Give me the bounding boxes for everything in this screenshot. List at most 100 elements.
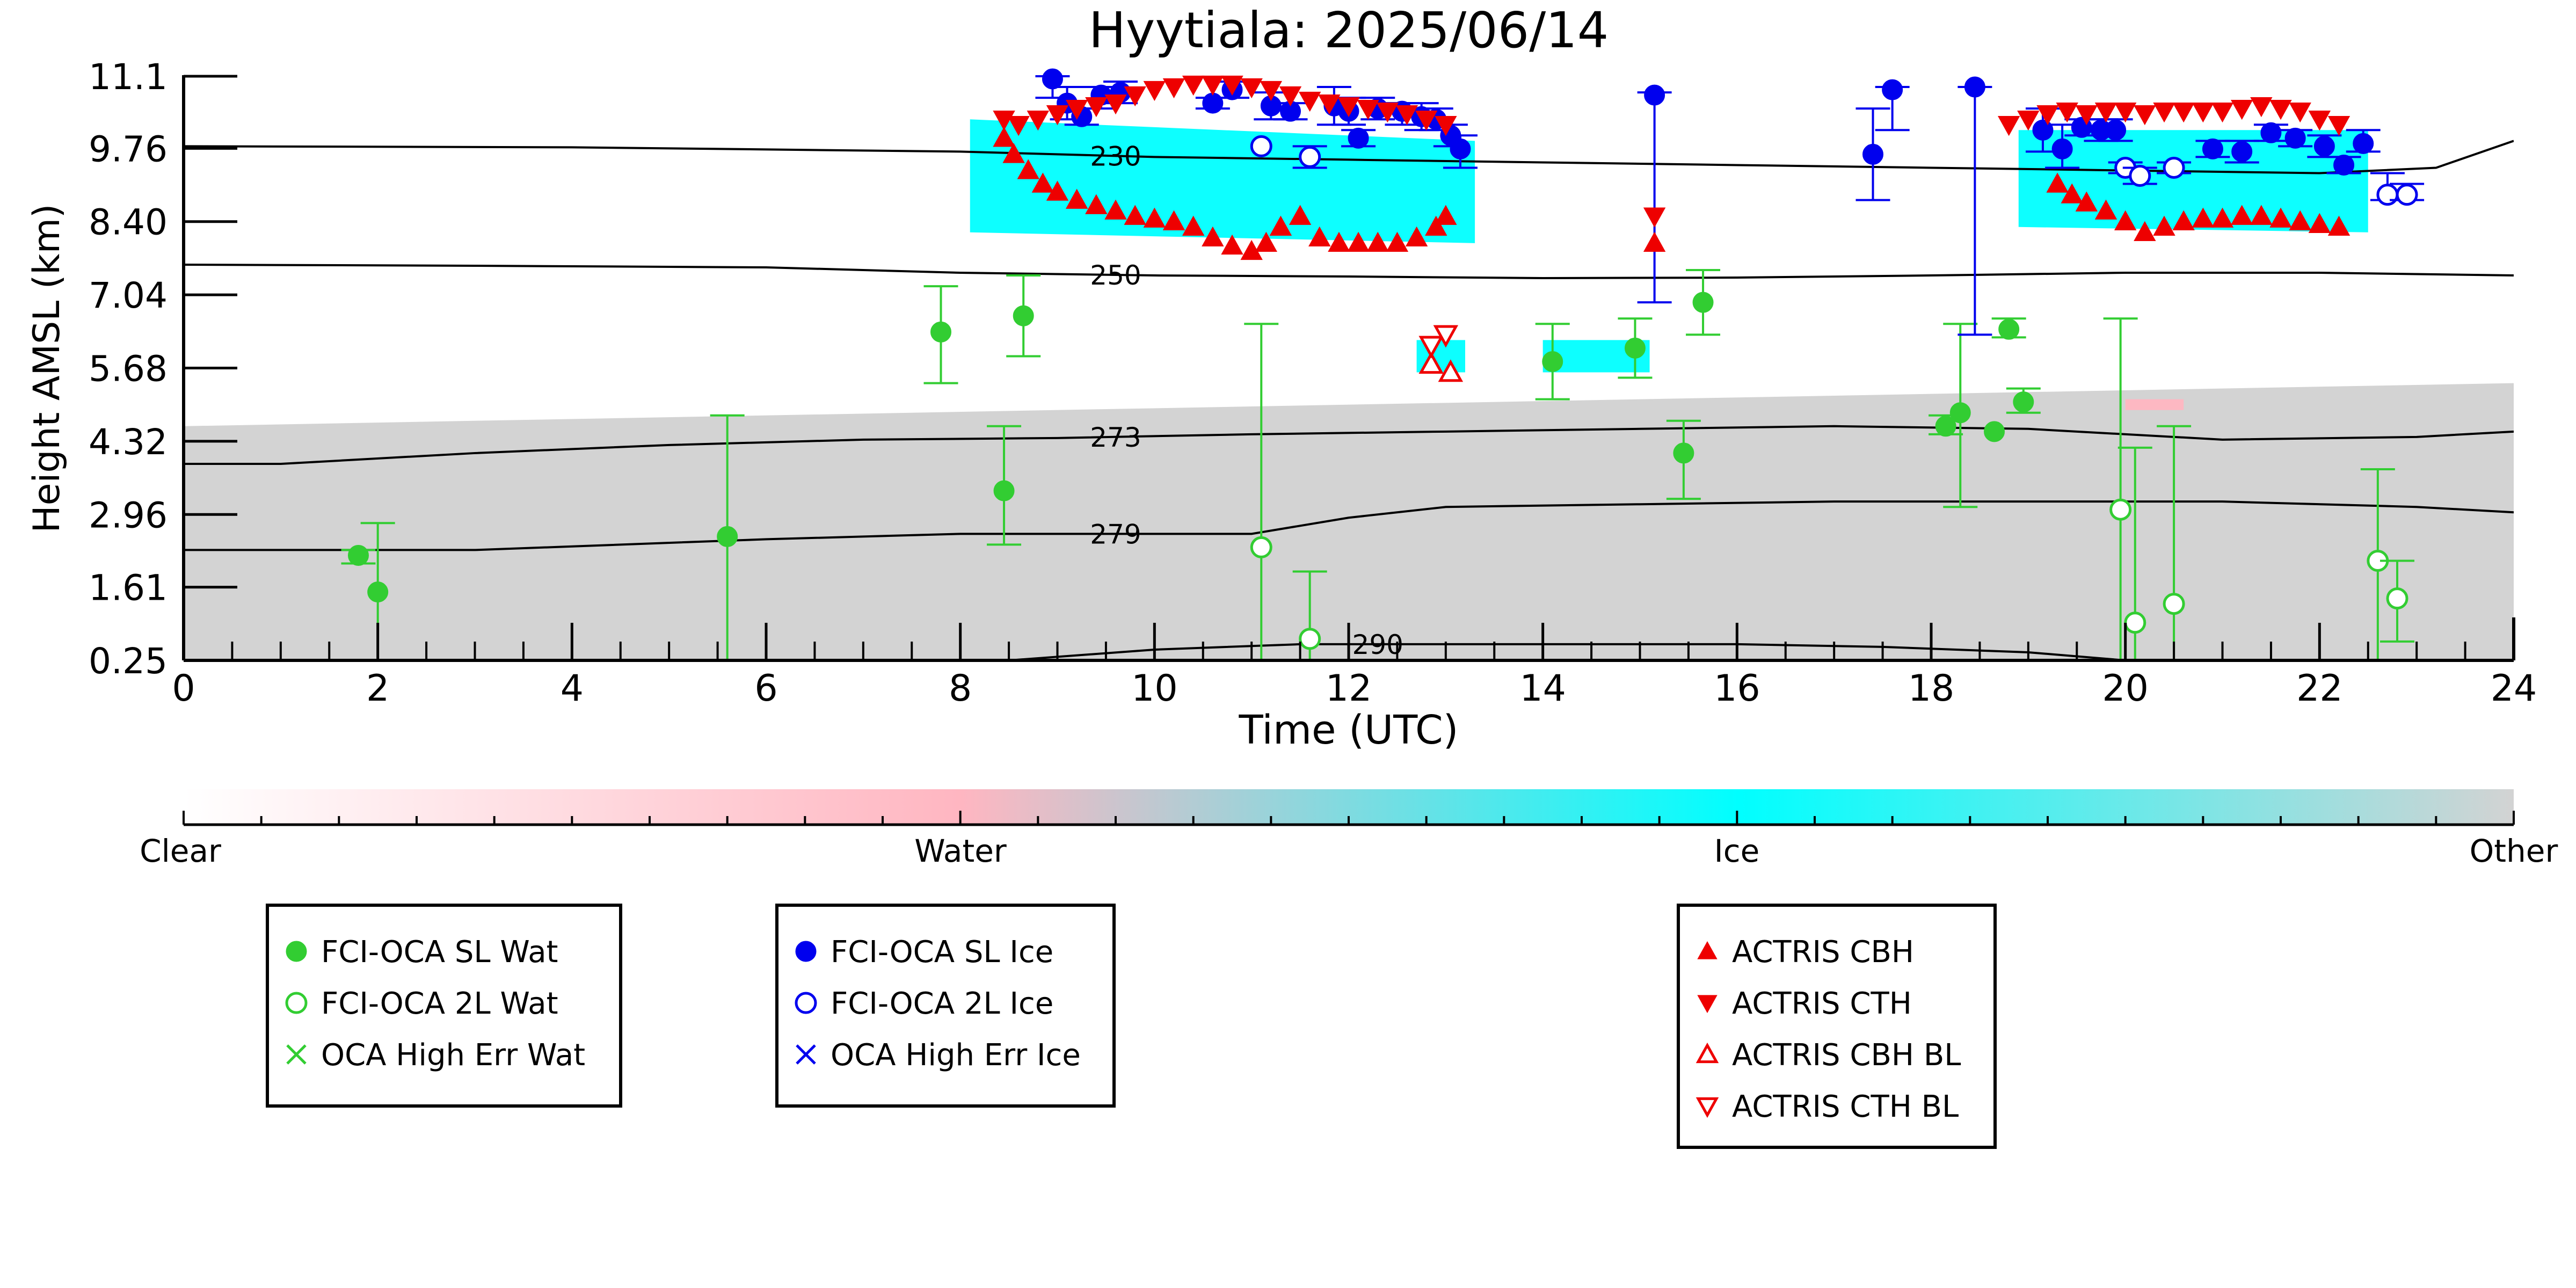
point-actris-cth-8 bbox=[1143, 81, 1166, 101]
point-actris-cth-15 bbox=[1279, 86, 1302, 107]
point-fci-oca-sl-wat-0 bbox=[348, 544, 369, 566]
point-actris-cth-17 bbox=[1318, 94, 1341, 115]
axes-ticks: 0 2 4 6 8 10 12 14 16 18 20 22 240.251.612.964.325.6… bbox=[89, 56, 2537, 710]
point-fci-oca-sl-wat-8 bbox=[1673, 442, 1694, 464]
legend-marker-fci-oca-2l-ice bbox=[795, 992, 817, 1014]
colorbar-ticks bbox=[183, 811, 2515, 825]
point-actris-cbh-38 bbox=[2250, 205, 2273, 225]
y-tick-label-5: 7.04 bbox=[89, 275, 168, 316]
point-actris-cbh-31 bbox=[2114, 210, 2137, 230]
point-fci-oca-sl-wat-10 bbox=[1935, 416, 1956, 437]
colorbar-label-ice: Ice bbox=[1714, 833, 1760, 869]
point-fci-oca-sl-ice-22 bbox=[2032, 119, 2054, 141]
point-actris-cbh-3 bbox=[1031, 172, 1054, 193]
legends: FCI-OCA SL Wat FCI-OCA 2L Wat OCA High Err… bbox=[266, 904, 1997, 1149]
contour-line-250 bbox=[184, 263, 2514, 280]
point-actris-cth-12 bbox=[1221, 75, 1243, 96]
point-fci-oca-sl-ice-19 bbox=[1862, 143, 1883, 165]
y-tick-label-1: 1.61 bbox=[89, 567, 168, 609]
point-fci-oca-2l-wat-2 bbox=[2109, 498, 2132, 521]
region-ice-4 bbox=[1542, 340, 1650, 373]
y-tick-label-3: 4.32 bbox=[89, 421, 168, 463]
point-actris-cbh-26 bbox=[1643, 231, 1666, 252]
series-fci-oca-sl-wat bbox=[341, 268, 2041, 661]
point-fci-oca-sl-ice-18 bbox=[1644, 84, 1665, 106]
legend-box-left: FCI-OCA SL Wat FCI-OCA 2L Wat OCA High Err… bbox=[266, 904, 622, 1108]
point-actris-cbh-11 bbox=[1182, 215, 1205, 236]
point-fci-oca-2l-wat-3 bbox=[2124, 612, 2146, 634]
colorbar-label-water: Water bbox=[914, 833, 1007, 869]
point-actris-cbh-30 bbox=[2094, 199, 2117, 220]
point-actris-cbh-34 bbox=[2172, 210, 2195, 230]
point-fci-oca-sl-ice-26 bbox=[2105, 119, 2127, 141]
point-actris-cth-34 bbox=[2172, 102, 2195, 123]
point-fci-oca-2l-ice-5 bbox=[2376, 184, 2399, 206]
x-tick-label-9: 18 bbox=[1908, 667, 1955, 710]
legend-label-actris-cbh: ACTRIS CBH bbox=[1732, 935, 1914, 970]
point-fci-oca-sl-wat-4 bbox=[993, 480, 1015, 501]
point-fci-oca-sl-ice-23 bbox=[2051, 138, 2073, 159]
point-fci-oca-sl-wat-3 bbox=[930, 321, 951, 343]
point-actris-cth-40 bbox=[2289, 102, 2311, 123]
point-actris-cth-9 bbox=[1162, 78, 1185, 99]
point-fci-oca-sl-ice-11 bbox=[1348, 127, 1369, 149]
point-actris-cth-bl-0 bbox=[1418, 336, 1444, 359]
point-fci-oca-sl-wat-14 bbox=[2013, 391, 2034, 413]
region-water-5 bbox=[2125, 399, 2184, 410]
point-fci-oca-sl-wat-7 bbox=[1624, 337, 1646, 359]
contour-label-279: 279 bbox=[1090, 519, 1141, 550]
point-actris-cth-24 bbox=[1643, 207, 1666, 228]
point-actris-cbh-22 bbox=[1386, 231, 1409, 252]
series-actris-cth bbox=[993, 75, 2351, 228]
x-axis-label: Time (UTC) bbox=[1238, 707, 1458, 753]
legend-label-fci-oca-sl-ice: FCI-OCA SL Ice bbox=[831, 935, 1053, 970]
point-actris-cbh-10 bbox=[1162, 210, 1185, 230]
point-fci-oca-sl-wat-5 bbox=[1013, 305, 1034, 326]
point-actris-cth-28 bbox=[2056, 102, 2078, 123]
point-actris-cbh-23 bbox=[1405, 226, 1428, 247]
point-fci-oca-sl-ice-33 bbox=[2353, 133, 2374, 154]
x-tick-label-5: 10 bbox=[1131, 667, 1178, 710]
x-tick-label-12: 24 bbox=[2491, 667, 2537, 710]
point-actris-cth-20 bbox=[1376, 102, 1399, 123]
series-actris-cbh-bl bbox=[1418, 351, 1464, 382]
point-fci-oca-sl-wat-9 bbox=[1692, 292, 1714, 313]
legend-label-fci-oca-2l-ice: FCI-OCA 2L Ice bbox=[831, 986, 1053, 1021]
point-fci-oca-2l-wat-6 bbox=[2386, 587, 2408, 610]
point-actris-cth-7 bbox=[1124, 86, 1146, 107]
legend-marker-actris-cth-bl bbox=[1695, 1097, 1719, 1118]
contour-label-290: 290 bbox=[1352, 629, 1403, 660]
y-tick-label-2: 2.96 bbox=[89, 494, 168, 536]
point-actris-cbh-12 bbox=[1202, 226, 1224, 247]
y-tick-label-4: 5.68 bbox=[89, 348, 168, 389]
point-actris-cth-35 bbox=[2192, 102, 2215, 123]
contour-label-273: 273 bbox=[1090, 422, 1141, 453]
point-actris-cbh-2 bbox=[1017, 159, 1039, 179]
legend-marker-fci-oca-2l-wat bbox=[285, 992, 308, 1014]
point-actris-cbh-33 bbox=[2153, 215, 2175, 236]
point-actris-cbh-42 bbox=[2327, 215, 2351, 236]
point-actris-cbh-0 bbox=[993, 127, 1015, 147]
colorbar-label-other: Other bbox=[2470, 833, 2558, 869]
y-tick-label-8: 11.1 bbox=[89, 56, 168, 98]
point-actris-cth-25 bbox=[1997, 116, 2020, 136]
point-actris-cth-18 bbox=[1337, 97, 1360, 118]
x-tick-label-11: 22 bbox=[2296, 667, 2343, 710]
contour-line-279 bbox=[184, 500, 2514, 551]
point-fci-oca-sl-ice-31 bbox=[2313, 135, 2335, 157]
y-tick-label-0: 0.25 bbox=[89, 641, 168, 682]
point-actris-cth-16 bbox=[1298, 91, 1321, 112]
errorbar-fci-oca-sl-ice-18 bbox=[1637, 91, 1672, 304]
y-axis-label: Height AMSL (km) bbox=[26, 204, 68, 533]
point-actris-cth-31 bbox=[2114, 102, 2137, 123]
point-fci-oca-sl-ice-0 bbox=[1042, 68, 1063, 90]
point-actris-cbh-7 bbox=[1104, 199, 1127, 220]
point-actris-cth-1 bbox=[1007, 116, 1030, 136]
legend-box-center-left: FCI-OCA SL Ice FCI-OCA 2L Ice OCA High Err… bbox=[775, 904, 1116, 1108]
point-fci-oca-sl-wat-11 bbox=[1949, 402, 1971, 424]
point-actris-cth-38 bbox=[2250, 97, 2273, 118]
point-actris-cbh-40 bbox=[2289, 210, 2311, 230]
point-actris-cth-29 bbox=[2075, 105, 2098, 126]
point-actris-cth-13 bbox=[1240, 78, 1263, 99]
